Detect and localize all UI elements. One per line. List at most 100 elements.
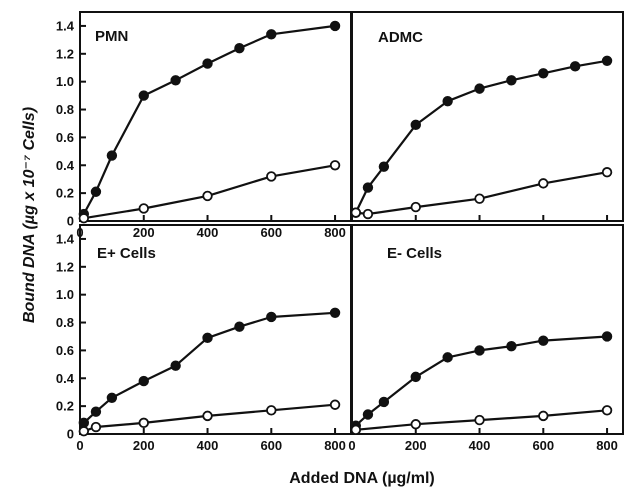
y-tick-label: 0.8 [56,102,74,117]
panel-frame [351,224,624,435]
x-tick-label: 200 [133,225,155,240]
filled-data-point [362,409,374,420]
x-tick-label: 400 [197,438,219,453]
open-data-point [350,207,362,218]
y-tick-label: 0.4 [56,371,75,386]
y-tick-label: 0.6 [56,343,74,358]
y-tick-label: 0.8 [56,315,74,330]
open-data-point [266,405,277,416]
open-data-point [78,426,90,437]
filled-data-point [106,150,118,161]
filled-data-point [234,43,245,54]
open-data-point [350,424,362,436]
y-tick-label: 1.4 [56,18,75,33]
panel-4: E- Cells 0 200 400 600 800 [348,224,624,453]
y-tick-label: 0.2 [56,399,74,414]
y-tick-label: 0.2 [56,186,74,201]
filled-data-point [266,311,277,323]
y-tick-label: 1.4 [56,231,75,246]
filled-data-point [202,332,213,344]
y-tick-label: 1.0 [56,74,74,89]
open-data-point [90,421,102,433]
open-data-point [329,399,341,410]
open-data-point [474,414,485,426]
filled-data-point [442,95,453,107]
filled-data-point [569,61,581,72]
open-data-point [474,193,485,204]
open-data-point [329,160,341,171]
open-data-point [601,405,613,416]
x-tick-label: 600 [532,438,554,453]
filled-data-point [538,68,549,79]
y-tick-label: 0 [67,214,74,229]
filled-data-point [442,352,453,363]
y-tick-label: 0.4 [56,158,75,173]
y-tick-label: 0.6 [56,130,74,145]
open-data-point [202,410,213,422]
x-tick-label: 800 [324,438,346,453]
panel-title: ADMC [378,29,423,46]
open-data-point [138,417,149,429]
series-line-1 [354,59,608,214]
filled-data-point [474,83,485,94]
series-line-2 [355,171,608,216]
filled-data-point [410,119,421,131]
filled-data-point [78,417,90,429]
filled-data-point [506,75,517,86]
filled-data-point [362,182,374,193]
y-axis-label: Bound DNA (µg x 10⁻⁷ Cells) [21,107,38,323]
filled-data-point [90,406,102,417]
panel-3: E+ Cells 0 0.2 0.4 0.6 0.8 1.0 1.2 1.4 0 200 400 600… [56,224,352,453]
filled-data-point [378,396,390,408]
filled-data-point [234,321,245,332]
x-axis-label: Added DNA (µg/ml) [289,470,435,487]
panels-layer: PMN 0 0.2 0.4 0.6 0.8 1.0 1.2 1.4 0 200 400 600 800 AD… [56,11,624,453]
open-data-point [538,410,549,422]
x-tick-label: 0 [348,438,355,453]
panel-title: PMN [95,28,128,45]
filled-data-point [329,307,341,318]
filled-data-point [106,392,118,403]
y-tick-label: 0 [67,427,74,442]
open-data-point [410,201,421,213]
series-line-1 [82,24,336,215]
filled-data-point [506,341,517,352]
open-data-point [410,419,421,430]
open-data-point [601,167,613,178]
filled-data-point [90,186,102,197]
panel-frame [351,11,624,222]
open-data-point [78,213,90,224]
x-tick-label: 600 [260,438,282,453]
filled-data-point [538,335,549,346]
y-tick-label: 1.2 [56,259,74,274]
filled-data-point [329,20,341,32]
filled-data-point [266,29,277,40]
x-tick-label: 400 [469,438,491,453]
open-data-point [138,203,149,214]
filled-data-point [202,58,213,69]
panel-title: E- Cells [387,245,442,262]
filled-data-point [601,331,613,342]
x-tick-label: 0 [76,438,83,453]
filled-data-point [170,360,181,371]
panel-title: E+ Cells [97,245,156,262]
x-tick-label: 800 [596,438,618,453]
open-data-point [266,171,277,182]
x-tick-label: 800 [324,225,346,240]
filled-data-point [138,375,149,387]
filled-data-point [474,345,485,356]
x-tick-label: 200 [133,438,155,453]
filled-data-point [378,161,390,172]
x-tick-label: 200 [405,438,427,453]
filled-data-point [138,90,149,101]
filled-data-point [410,371,421,383]
y-tick-label: 1.0 [56,287,74,302]
panel-2: ADMC [350,11,624,222]
series-line-1 [83,311,336,424]
y-tick-label: 1.2 [56,46,74,61]
x-tick-label: 400 [197,225,219,240]
open-data-point [362,208,374,220]
open-data-point [538,178,549,189]
filled-data-point [601,55,613,66]
